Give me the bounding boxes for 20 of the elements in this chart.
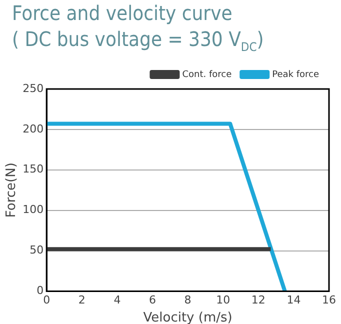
x-tick-label: 8 [184,294,192,307]
x-tick-label: 6 [148,294,156,307]
chart-subtitle: ( DC bus voltage = 330 V$_{DC}$) [12,26,265,56]
y-tick-label: 150 [22,162,44,176]
y-axis-title: Force(N) [4,162,20,218]
y-tick-label: 50 [30,244,44,257]
x-tick-label: 14 [286,294,301,307]
chart-title: Force and velocity curve [12,0,234,26]
legend-label: Peak force [272,70,320,80]
x-tick-label: 4 [114,294,121,307]
x-tick-label: 16 [322,294,336,307]
y-tick-label: 250 [22,82,44,95]
y-tick-label: 0 [36,284,44,298]
x-axis-title: Velocity (m/s) [143,310,232,324]
x-tick-label: 10 [216,294,230,307]
y-tick-label: 200 [22,122,44,136]
x-tick-label: 2 [78,294,86,307]
x-tick-label: 12 [251,294,266,307]
legend-label: Cont. force [182,70,232,80]
y-tick-label: 100 [22,203,44,216]
